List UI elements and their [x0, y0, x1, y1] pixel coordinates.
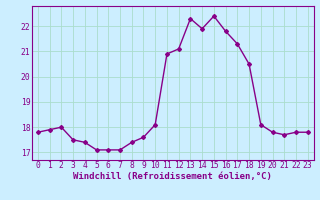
- X-axis label: Windchill (Refroidissement éolien,°C): Windchill (Refroidissement éolien,°C): [73, 172, 272, 181]
